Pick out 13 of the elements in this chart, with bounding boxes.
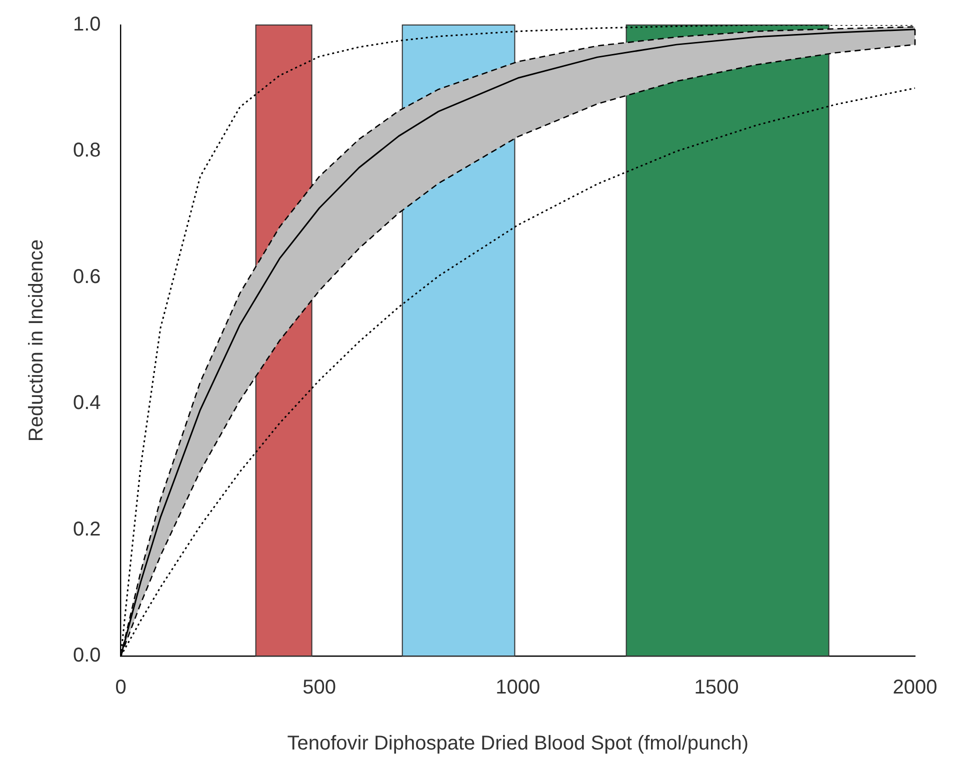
y-tick-label: 0.6 (72, 266, 101, 288)
x-tick-label: 2000 (892, 676, 938, 699)
x-tick-label: 1000 (496, 676, 540, 699)
x-tick-label: 1500 (694, 676, 739, 699)
x-tick-label: 500 (302, 676, 336, 699)
y-tick-label: 0.2 (72, 518, 101, 540)
y-tick-label: 1.0 (72, 14, 101, 36)
y-tick-label: 0.8 (72, 140, 101, 162)
y-axis-title: Reduction in Incidence (26, 239, 48, 442)
y-tick-label: 0.0 (72, 644, 101, 667)
y-tick-label: 0.4 (72, 392, 101, 414)
x-axis-title: Tenofovir Diphospate Dried Blood Spot (fmol/punch) (287, 732, 749, 755)
x-tick-label: 0 (115, 676, 126, 699)
